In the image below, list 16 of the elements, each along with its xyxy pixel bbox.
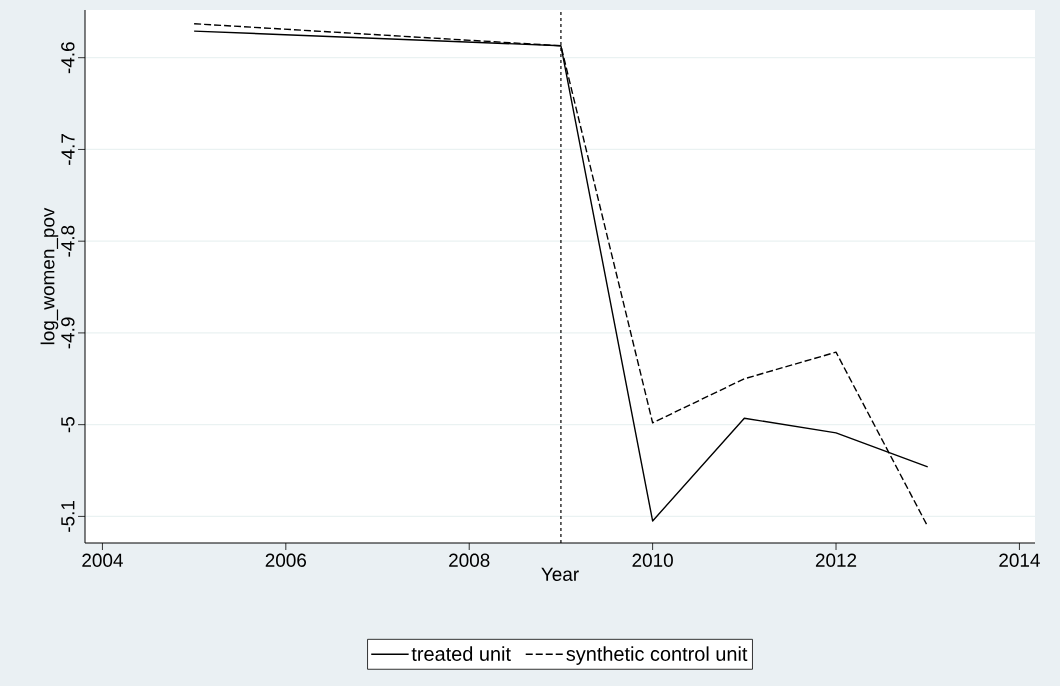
y-tick-label: -4.8 [61, 225, 75, 257]
x-tick-label: 2010 [632, 553, 673, 567]
y-tick-label: -5 [61, 417, 75, 433]
x-tick-label: 2008 [449, 553, 490, 567]
x-tick-label: 2006 [265, 553, 307, 567]
legend-label: synthetic control unit [566, 646, 748, 665]
y-tick-label: -4.7 [61, 134, 75, 165]
x-tick-label: 2014 [999, 553, 1040, 567]
x-tick-label: 2012 [815, 553, 857, 567]
y-axis-title: log_women_pov [40, 207, 59, 345]
legend-label: treated unit [411, 646, 511, 661]
x-axis-title: Year [541, 567, 579, 581]
y-tick-label: -5.1 [61, 501, 75, 532]
y-tick-label: -4.6 [61, 42, 75, 74]
x-tick-label: 2004 [82, 553, 123, 567]
y-tick-label: -4.9 [61, 317, 75, 349]
